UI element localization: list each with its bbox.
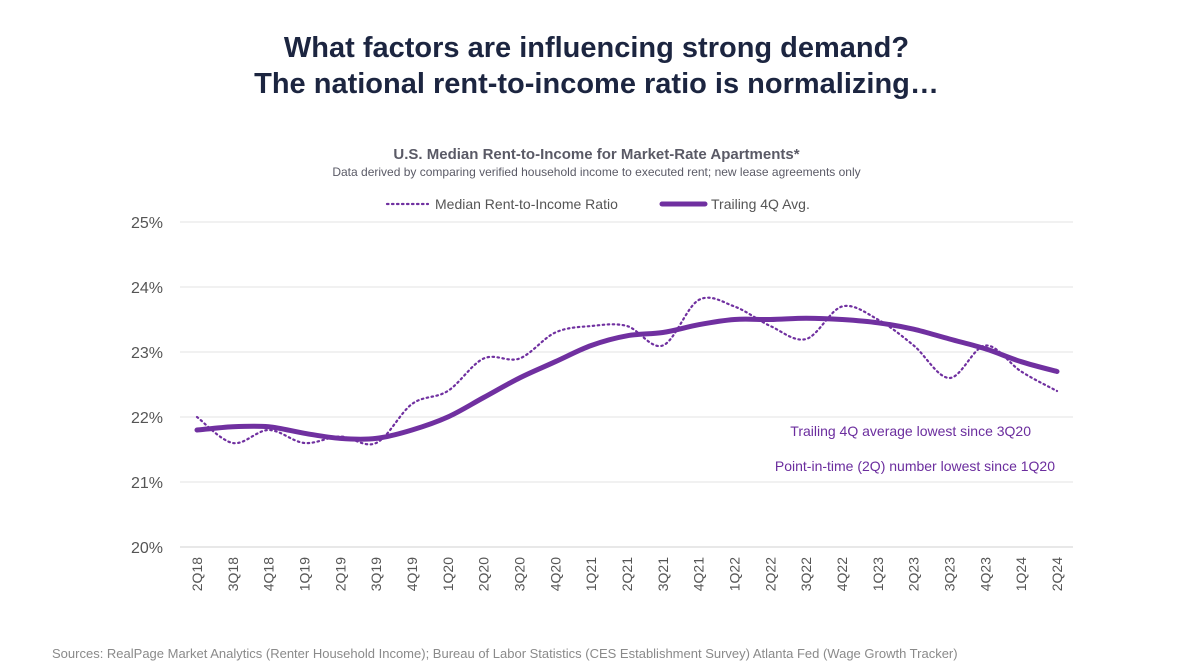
y-tick-label: 21% — [131, 475, 163, 492]
y-tick-label: 23% — [131, 345, 163, 362]
x-tick-label: 2Q22 — [762, 557, 778, 591]
y-tick-label: 22% — [131, 410, 163, 427]
x-tick-label: 3Q18 — [225, 557, 241, 591]
series-lines — [194, 296, 1060, 446]
x-tick-label: 1Q19 — [297, 557, 313, 591]
legend-label-avg: Trailing 4Q Avg. — [711, 196, 810, 212]
series-line-ratio — [195, 296, 1059, 446]
y-axis: 25% 24% 23% 22% 21% 20% — [131, 215, 163, 557]
x-tick-label: 1Q20 — [440, 557, 456, 591]
x-tick-label: 2Q24 — [1049, 557, 1065, 591]
chart-legend: Median Rent-to-Income Ratio Trailing 4Q … — [385, 196, 810, 212]
x-tick-label: 1Q24 — [1013, 557, 1029, 591]
x-tick-label: 1Q22 — [727, 557, 743, 591]
x-tick-label: 2Q23 — [906, 557, 922, 591]
y-tick-label: 25% — [131, 215, 163, 232]
sources-note: Sources: RealPage Market Analytics (Rent… — [52, 646, 958, 661]
x-tick-label: 2Q18 — [189, 557, 205, 591]
x-tick-label: 4Q23 — [977, 557, 993, 591]
page-title: What factors are influencing strong dema… — [0, 30, 1193, 102]
x-tick-label: 1Q23 — [870, 557, 886, 591]
annotations: Trailing 4Q average lowest since 3Q20 Po… — [775, 423, 1055, 474]
x-tick-label: 2Q20 — [476, 557, 492, 591]
x-tick-label: 3Q22 — [798, 557, 814, 591]
x-tick-label: 4Q19 — [404, 557, 420, 591]
grid-lines — [180, 221, 1073, 548]
x-tick-label: 4Q22 — [834, 557, 850, 591]
x-tick-label: 2Q21 — [619, 557, 635, 591]
x-tick-label: 3Q23 — [942, 557, 958, 591]
x-tick-label: 4Q20 — [547, 557, 563, 591]
x-tick-label: 1Q21 — [583, 557, 599, 591]
y-tick-label: 24% — [131, 280, 163, 297]
line-chart: Median Rent-to-Income Ratio Trailing 4Q … — [131, 196, 1073, 591]
annotation-point-in-time: Point-in-time (2Q) number lowest since 1… — [775, 458, 1055, 474]
x-tick-label: 3Q20 — [512, 557, 528, 591]
y-tick-label: 20% — [131, 540, 163, 557]
page-title-line-1: What factors are influencing strong dema… — [283, 32, 910, 64]
chart-subtitle: Data derived by comparing verified house… — [332, 165, 861, 179]
x-tick-label: 3Q19 — [368, 557, 384, 591]
chart-title: U.S. Median Rent-to-Income for Market-Ra… — [393, 146, 800, 163]
legend-label-ratio: Median Rent-to-Income Ratio — [435, 196, 618, 212]
x-tick-label: 2Q19 — [332, 557, 348, 591]
page-title-line-2: The national rent-to-income ratio is nor… — [254, 68, 939, 100]
x-tick-label: 4Q21 — [691, 557, 707, 591]
annotation-trailing-average: Trailing 4Q average lowest since 3Q20 — [790, 423, 1031, 439]
x-tick-label: 4Q18 — [261, 557, 277, 591]
x-axis: 2Q18 3Q18 4Q18 1Q19 2Q19 3Q19 4Q19 1Q20 2Q20 3Q20… — [189, 557, 1065, 591]
series-line-trailing-avg — [194, 315, 1060, 442]
x-tick-label: 3Q21 — [655, 557, 671, 591]
